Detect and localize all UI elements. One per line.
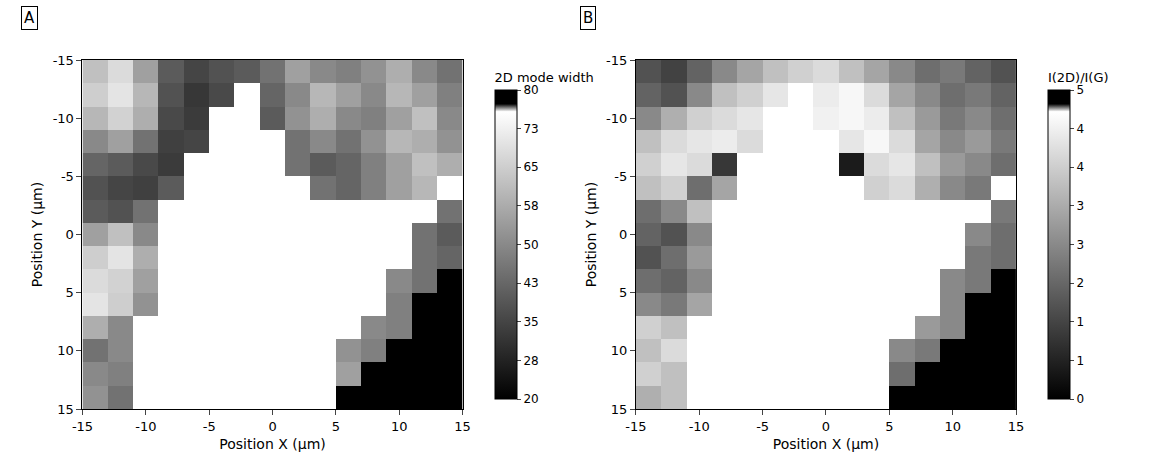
svg-text:0: 0: [268, 419, 276, 434]
svg-text:B: B: [583, 9, 593, 27]
svg-text:-5: -5: [203, 419, 216, 434]
svg-text:-5: -5: [614, 169, 627, 184]
svg-text:65: 65: [523, 160, 538, 174]
svg-text:5: 5: [619, 285, 627, 300]
svg-text:Position X (μm): Position X (μm): [773, 436, 879, 452]
svg-text:-10: -10: [53, 111, 74, 126]
svg-text:10: 10: [944, 419, 961, 434]
svg-text:0: 0: [1076, 392, 1084, 406]
svg-text:-5: -5: [61, 169, 74, 184]
svg-text:10: 10: [391, 419, 408, 434]
svg-text:1: 1: [1076, 315, 1084, 329]
svg-text:4: 4: [1076, 160, 1084, 174]
svg-text:Position Y (μm): Position Y (μm): [29, 182, 45, 287]
svg-text:-10: -10: [135, 419, 156, 434]
svg-text:10: 10: [57, 343, 74, 358]
svg-text:15: 15: [57, 402, 74, 417]
svg-text:-15: -15: [53, 53, 74, 68]
svg-text:20: 20: [523, 392, 538, 406]
svg-text:0: 0: [619, 227, 627, 242]
svg-text:80: 80: [523, 83, 538, 97]
svg-text:3: 3: [1076, 199, 1084, 213]
svg-text:3: 3: [1076, 238, 1084, 252]
svg-text:A: A: [24, 9, 35, 27]
svg-text:-15: -15: [606, 53, 627, 68]
svg-text:I(2D)/I(G): I(2D)/I(G): [1048, 70, 1109, 85]
svg-text:Position Y (μm): Position Y (μm): [583, 182, 599, 287]
svg-text:10: 10: [611, 343, 628, 358]
svg-text:0: 0: [822, 419, 830, 434]
svg-text:58: 58: [523, 199, 538, 213]
svg-text:50: 50: [523, 238, 538, 252]
svg-text:5: 5: [332, 419, 340, 434]
svg-text:-5: -5: [756, 419, 769, 434]
svg-text:43: 43: [523, 276, 538, 290]
svg-text:5: 5: [66, 285, 74, 300]
svg-text:15: 15: [611, 402, 628, 417]
svg-text:-15: -15: [625, 419, 646, 434]
svg-text:5: 5: [1076, 83, 1084, 97]
svg-text:-15: -15: [72, 419, 93, 434]
svg-text:4: 4: [1076, 122, 1084, 136]
svg-text:2: 2: [1076, 276, 1084, 290]
svg-text:-10: -10: [606, 111, 627, 126]
svg-text:1: 1: [1076, 354, 1084, 368]
svg-text:28: 28: [523, 354, 538, 368]
svg-text:2D mode width: 2D mode width: [494, 70, 593, 85]
svg-text:73: 73: [523, 122, 538, 136]
svg-text:15: 15: [454, 419, 471, 434]
svg-text:15: 15: [1008, 419, 1025, 434]
svg-text:0: 0: [66, 227, 74, 242]
svg-text:5: 5: [885, 419, 893, 434]
svg-text:Position X (μm): Position X (μm): [219, 436, 325, 452]
svg-text:35: 35: [523, 315, 538, 329]
svg-text:-10: -10: [689, 419, 710, 434]
